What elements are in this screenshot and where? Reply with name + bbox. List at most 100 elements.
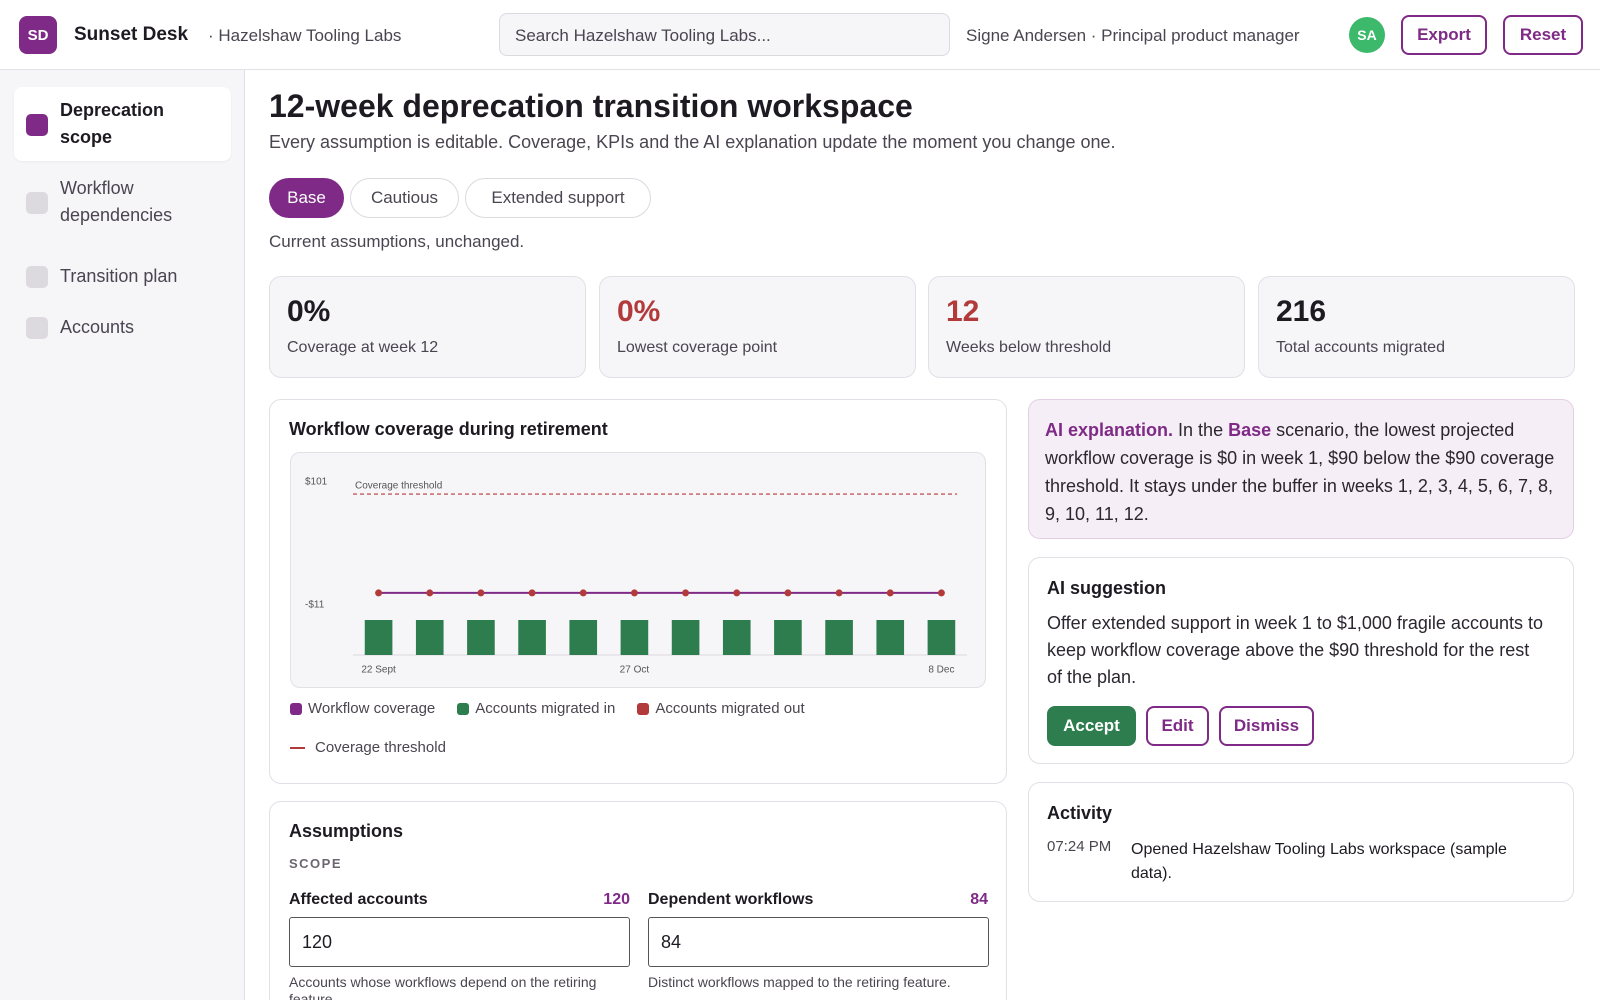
ai-explanation: AI explanation. In the Base scenario, th… [1028, 399, 1574, 539]
point [528, 589, 536, 597]
scenario-tab[interactable]: Base [269, 178, 344, 218]
kpi-value: 12 [946, 295, 980, 328]
nav-icon [26, 317, 48, 339]
legend: Workflow coverage Accounts migrated in Acc… [290, 700, 990, 756]
scenario-name: Base [1228, 420, 1272, 440]
legend-label: Accounts migrated in [475, 700, 616, 717]
suggestion-title: AI suggestion [1047, 578, 1167, 598]
dismiss-button[interactable]: Dismiss [1219, 706, 1314, 746]
page-title: 12-week deprecation transition workspace [269, 88, 913, 124]
legend-swatch [457, 702, 470, 715]
kpi-card: 0% Coverage at week 12 [269, 276, 586, 378]
legend-label: Coverage threshold [315, 739, 446, 756]
nav-label: Transition plan [60, 266, 178, 286]
export-button[interactable]: Export [1401, 15, 1487, 55]
ai-suggestion: AI suggestion Offer extended support in … [1028, 557, 1574, 764]
nav-item[interactable]: Accounts [14, 304, 231, 351]
assumptions-panel: Assumptions SCOPE Affected accounts 120 … [269, 801, 1007, 1000]
bar [569, 620, 598, 655]
app-name: Sunset Desk [74, 24, 189, 45]
kpi-card: 216 Total accounts migrated [1258, 276, 1575, 378]
point [630, 589, 638, 597]
nav-label: Accounts [60, 317, 135, 337]
point [937, 589, 945, 597]
avatar[interactable]: SA [1349, 17, 1385, 53]
nav-icon [26, 114, 48, 136]
chart-panel: Workflow coverage during retirement $101… [269, 399, 1007, 784]
bar [671, 620, 700, 655]
nav-item[interactable]: Deprecation scope [14, 87, 231, 161]
kpi-value: 216 [1276, 295, 1327, 328]
section-label: SCOPE [289, 856, 343, 871]
user-name: Signe Andersen · Principal product manag… [966, 26, 1300, 45]
point [784, 589, 792, 597]
bar [518, 620, 546, 655]
bar [825, 620, 853, 655]
bar [467, 620, 495, 655]
activity-time: 07:24 PM [1047, 838, 1112, 855]
legend-item: Accounts migrated in [457, 700, 615, 717]
kpi-label: Weeks below threshold [946, 339, 1112, 356]
header: SD Sunset Desk · Hazelshaw Tooling Labs … [0, 0, 1600, 70]
sidebar [0, 70, 245, 1000]
accept-button[interactable]: Accept [1047, 706, 1136, 746]
legend-label: Accounts migrated out [655, 700, 805, 717]
activity-text: Opened Hazelshaw Tooling Labs workspace … [1131, 841, 1507, 882]
scenario-tab[interactable]: Cautious [350, 178, 459, 218]
chart: $101 -$11 Coverage threshold 22 Sept 27 Oct 8… [290, 452, 986, 688]
logo[interactable]: SD [19, 16, 57, 54]
field-help: Distinct workflows mapped to the retirin… [648, 974, 951, 990]
legend-item: Workflow coverage [290, 700, 435, 717]
field-help: Accounts whose workflows depend on the r… [289, 974, 597, 1000]
legend-label: Workflow coverage [308, 700, 436, 717]
nav-label: Workflow dependencies [60, 178, 173, 225]
y-tick-label: -$11 [305, 600, 325, 611]
point [733, 589, 741, 597]
bar [927, 620, 956, 655]
input[interactable]: 84 [648, 917, 989, 967]
point [886, 589, 894, 597]
assumptions-title: Assumptions [289, 821, 404, 841]
y-tick-label: $101 [305, 477, 328, 488]
tab-note: Current assumptions, unchanged. [269, 232, 525, 251]
explanation-text: In the [1178, 420, 1224, 440]
bar [774, 620, 802, 655]
activity-title: Activity [1047, 803, 1113, 823]
search-box[interactable]: Search Hazelshaw Tooling Labs... [499, 13, 950, 56]
explanation-text: scenario, the lowest projected workflow … [1045, 420, 1555, 524]
bar [722, 620, 751, 655]
chart-title: Workflow coverage during retirement [289, 419, 608, 439]
bar [620, 620, 649, 655]
reset-button[interactable]: Reset [1503, 15, 1583, 55]
threshold-label: Coverage threshold [355, 481, 442, 492]
legend-swatch [290, 746, 305, 749]
kpi-label: Total accounts migrated [1276, 339, 1445, 356]
field-label: Affected accounts [289, 891, 428, 908]
nav-icon [26, 266, 48, 288]
point [579, 589, 587, 597]
legend-item: Accounts migrated out [637, 700, 805, 717]
kpi-value: 0% [617, 295, 661, 328]
kpi-label: Coverage at week 12 [287, 339, 439, 356]
org-name: · Hazelshaw Tooling Labs [208, 26, 402, 45]
explanation-lead: AI explanation. [1045, 420, 1174, 440]
point [477, 589, 485, 597]
kpi-label: Lowest coverage point [617, 339, 778, 356]
scenario-tab[interactable]: Extended support [465, 178, 651, 218]
field-value: 84 [970, 891, 988, 908]
legend-item: Coverage threshold [290, 739, 990, 756]
activity-panel: Activity 07:24 PM Opened Hazelshaw Tooli… [1028, 782, 1574, 902]
nav-item[interactable]: Workflow dependencies [14, 165, 214, 239]
kpi-card: 12 Weeks below threshold [928, 276, 1245, 378]
kpi-card: 0% Lowest coverage point [599, 276, 916, 378]
page-subtitle: Every assumption is editable. Coverage, … [269, 132, 1116, 152]
bar [876, 620, 905, 655]
nav-item[interactable]: Transition plan [14, 253, 231, 300]
suggestion-text: Offer extended support in week 1 to $1,0… [1047, 613, 1543, 687]
input[interactable]: 120 [289, 917, 630, 967]
legend-swatch [290, 702, 302, 715]
edit-button[interactable]: Edit [1146, 706, 1209, 746]
bar [415, 620, 444, 655]
